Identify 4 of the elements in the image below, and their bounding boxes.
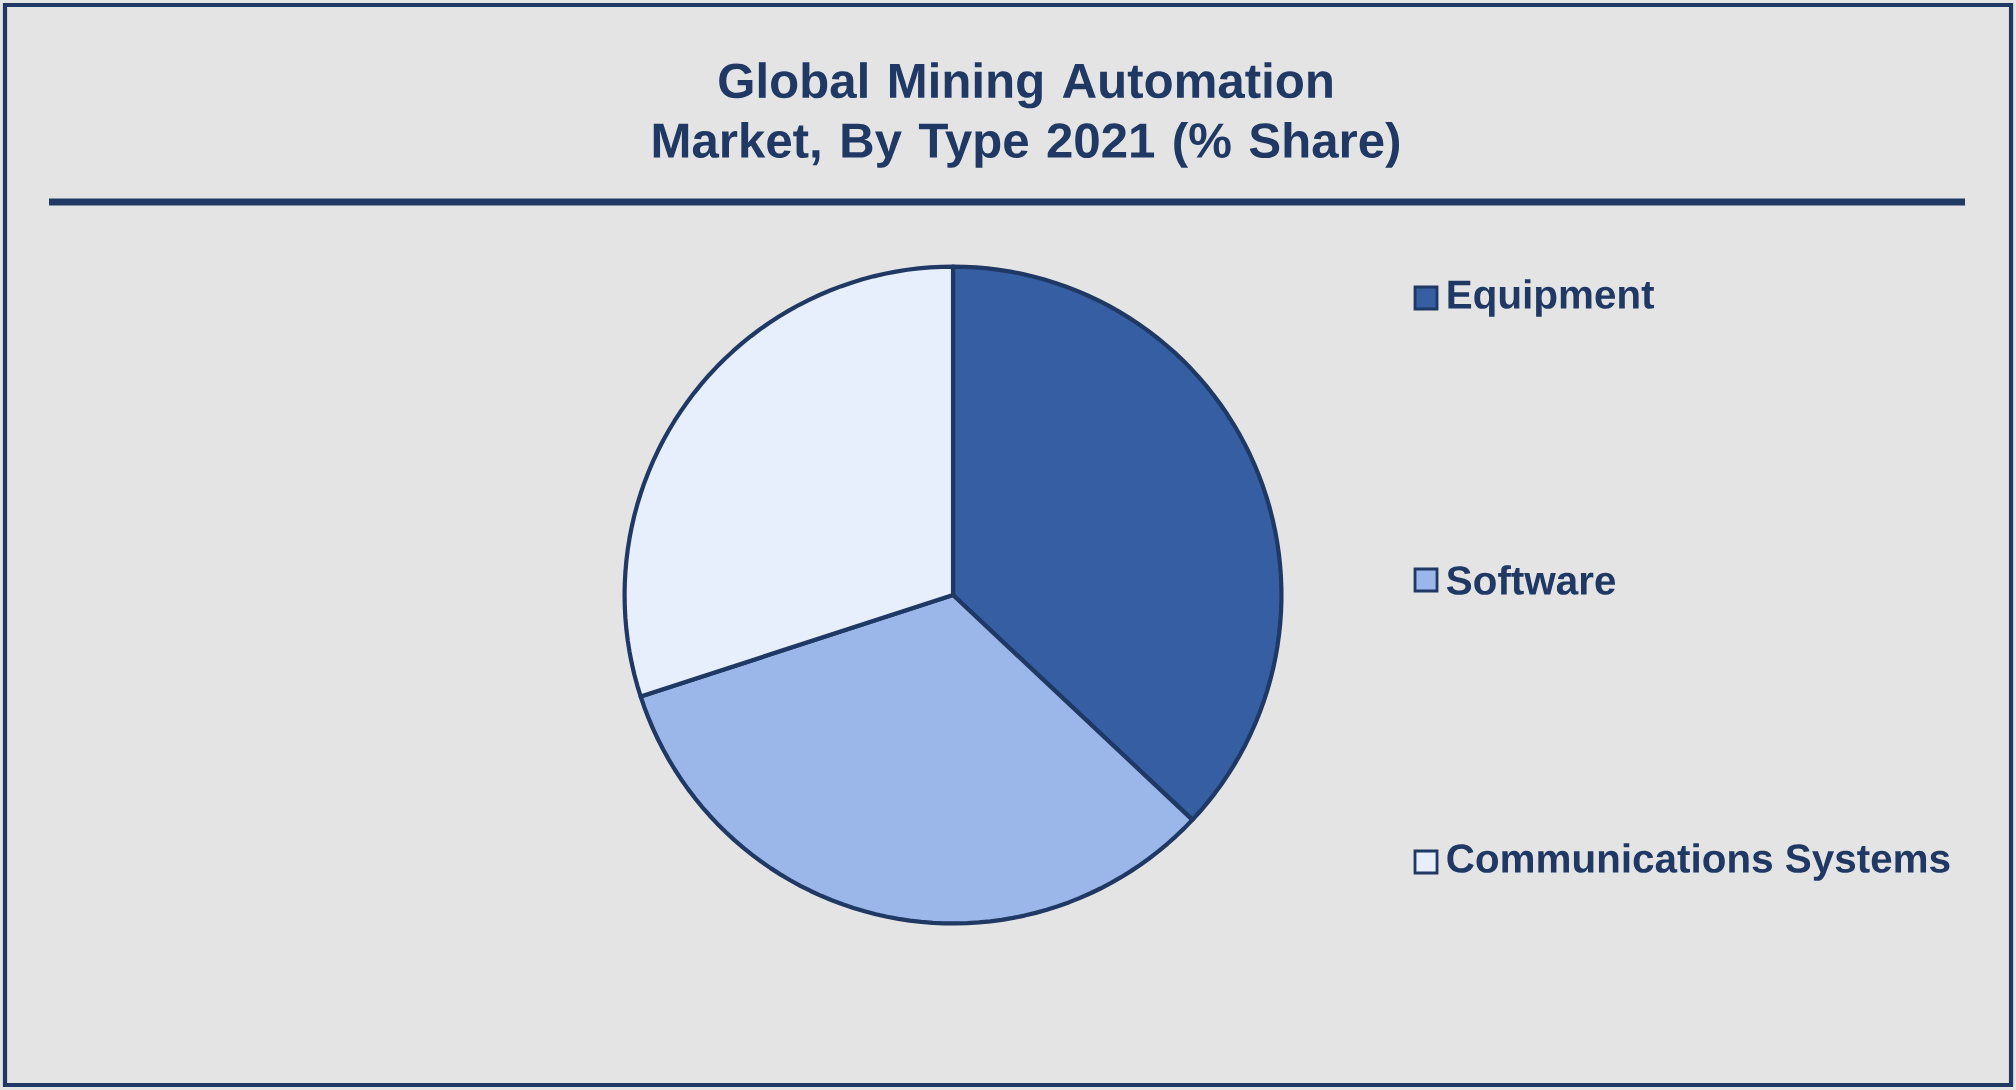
chart-title: Global Mining Automation Market, By Type 2021 (% Share)	[653, 62, 1400, 168]
legend-label: Equipment	[1448, 279, 1655, 317]
legend-label: Software	[1446, 565, 1616, 595]
legend-label: Communications Systems	[1447, 843, 1950, 881]
